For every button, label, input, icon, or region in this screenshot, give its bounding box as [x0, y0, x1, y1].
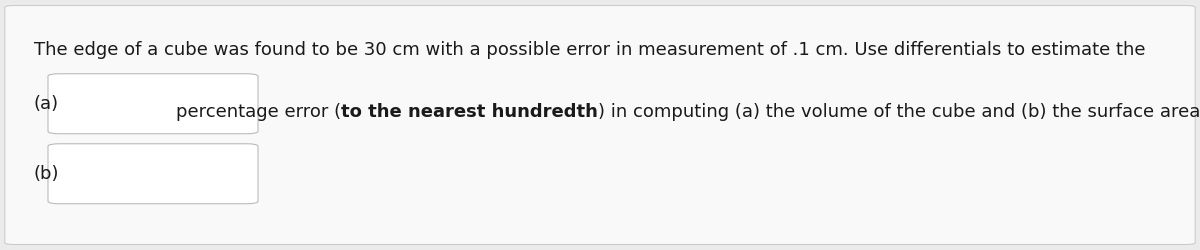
- FancyBboxPatch shape: [48, 144, 258, 204]
- FancyBboxPatch shape: [48, 74, 258, 134]
- Text: percentage error (: percentage error (: [176, 103, 341, 121]
- Text: (a): (a): [34, 95, 59, 113]
- Text: (b): (b): [34, 165, 59, 183]
- Text: ) in computing (a) the volume of the cube and (b) the surface area of the cube.: ) in computing (a) the volume of the cub…: [598, 103, 1200, 121]
- Text: to the nearest hundredth: to the nearest hundredth: [341, 103, 598, 121]
- FancyBboxPatch shape: [5, 6, 1195, 244]
- Text: The edge of a cube was found to be 30 cm with a possible error in measurement of: The edge of a cube was found to be 30 cm…: [34, 41, 1145, 59]
